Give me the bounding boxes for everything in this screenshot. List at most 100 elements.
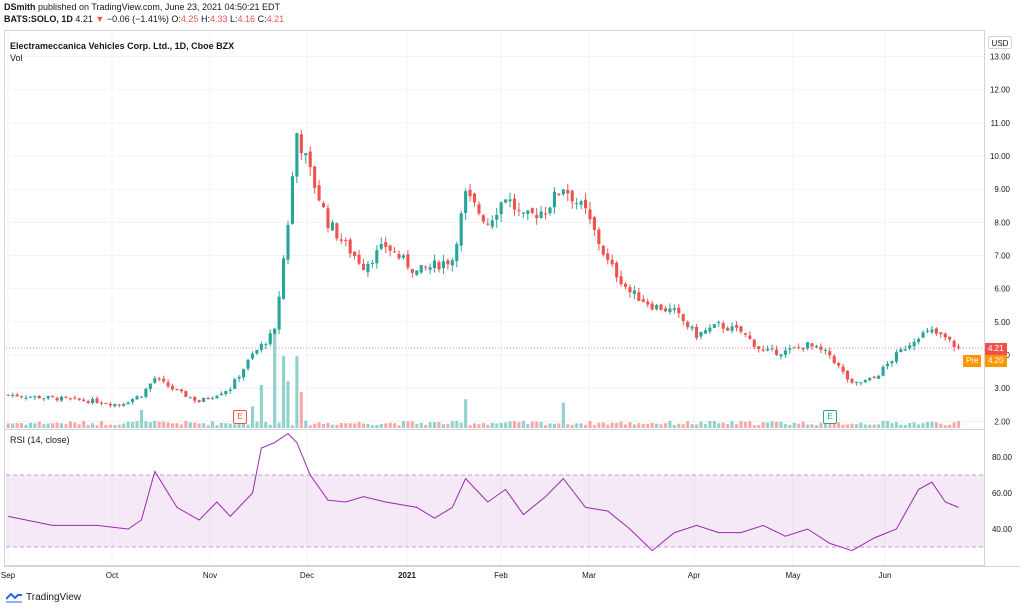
volume-bar (761, 422, 765, 428)
candle-body (655, 305, 659, 310)
volume-bar (490, 423, 494, 428)
volume-bar (472, 423, 477, 428)
candle-body (619, 276, 623, 285)
time-axis-tick: 2021 (398, 571, 416, 580)
candle-body (766, 348, 770, 351)
volume-bar (779, 421, 783, 428)
volume-bar (246, 424, 250, 428)
volume-bar (526, 424, 530, 428)
candle-body (339, 239, 343, 241)
volume-bar (699, 421, 703, 428)
high-value: 4.33 (209, 14, 228, 24)
volume-bar (504, 422, 508, 428)
candle-body (943, 333, 947, 338)
volume-bar (832, 421, 836, 428)
candle-body (468, 189, 472, 197)
candle-body (175, 388, 179, 390)
candle-body (934, 328, 938, 334)
candle-body (432, 260, 437, 269)
candle-body (672, 308, 676, 310)
candle-body (650, 303, 654, 310)
candle-body (259, 344, 263, 350)
candle-body (264, 344, 268, 346)
volume-bar (877, 424, 881, 428)
pane-divider[interactable] (4, 429, 985, 430)
candle-body (384, 242, 388, 247)
volume-bar (131, 422, 135, 428)
volume-bar (335, 424, 339, 428)
candle-body (566, 189, 570, 194)
candle-body (344, 240, 348, 242)
volume-bar (268, 424, 272, 428)
candle-body (734, 325, 739, 328)
candle-body (277, 296, 281, 330)
volume-bar (663, 423, 668, 428)
volume-bar (575, 423, 579, 428)
volume-bar (33, 423, 37, 428)
candle-body (144, 388, 148, 397)
candle-body (450, 260, 454, 266)
candle-body (623, 283, 628, 287)
volume-bar (224, 423, 228, 428)
candle-body (583, 199, 588, 209)
candle-body (743, 333, 747, 335)
currency-badge[interactable]: USD (988, 36, 1012, 49)
volume-bar (37, 421, 41, 428)
candle-body (783, 350, 787, 355)
volume-bar (321, 423, 326, 428)
price-axis-border (984, 30, 985, 566)
volume-bar (903, 424, 907, 428)
earnings-marker-upcoming[interactable]: E (823, 410, 837, 424)
footer-brand[interactable]: TradingView (6, 592, 81, 603)
volume-bar (122, 423, 126, 428)
volume-bar (468, 425, 472, 428)
candle-body (779, 354, 783, 357)
symbol-title: Electrameccanica Vehicles Corp. Ltd., 1D… (10, 41, 235, 51)
candle-body (268, 333, 272, 345)
candle-body (361, 263, 366, 270)
candle-body (610, 259, 614, 265)
tradingview-logo-icon (6, 592, 22, 602)
volume-bar (517, 422, 521, 428)
candle-body (193, 396, 197, 401)
candle-body (242, 369, 246, 378)
volume-bar (801, 421, 805, 428)
volume-bar (943, 425, 947, 428)
time-axis-border (4, 566, 1020, 567)
volume-bar (637, 423, 641, 428)
candle-body (290, 176, 294, 224)
candle-body (202, 397, 206, 402)
volume-bar (282, 356, 286, 428)
volume-bar (419, 422, 423, 428)
volume-bar (304, 420, 308, 428)
candle-body (561, 189, 565, 195)
candle-body (606, 253, 610, 260)
candle-body (930, 329, 934, 333)
candle-body (406, 254, 410, 268)
volume-bar (810, 424, 814, 428)
volume-bar (726, 424, 730, 428)
candle-body (912, 341, 916, 347)
volume-bar (850, 423, 854, 428)
volume-bar (570, 424, 574, 428)
volume-bar (592, 425, 596, 428)
earnings-marker-past[interactable]: E (233, 410, 247, 424)
volume-bar (854, 424, 858, 428)
candle-body (206, 398, 210, 400)
candle-body (321, 203, 326, 208)
candle-body (748, 335, 752, 339)
volume-bar (646, 424, 650, 428)
volume-bar (730, 421, 734, 428)
volume-bar (557, 423, 561, 428)
volume-bar (908, 422, 912, 428)
candle-body (712, 324, 716, 328)
volume-bar (912, 422, 916, 428)
volume-bar (695, 424, 699, 428)
candle-body (806, 342, 810, 349)
candle-body (472, 193, 477, 203)
rsi-band (6, 475, 984, 547)
volume-bar (641, 423, 645, 428)
volume-bar (925, 422, 930, 428)
candle-body (99, 402, 104, 404)
